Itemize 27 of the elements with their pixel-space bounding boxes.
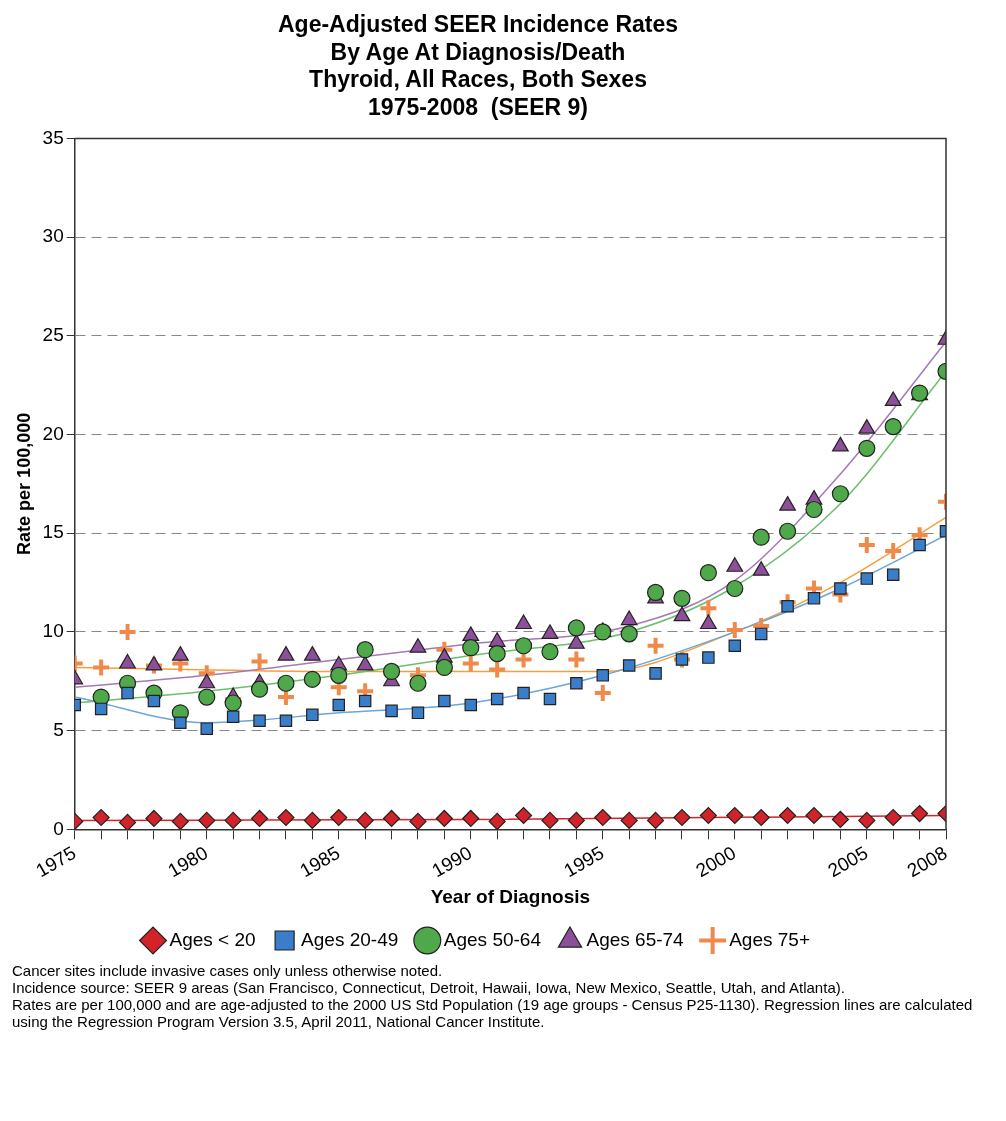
text: Cancer sites include invasive cases only unless otherwise noted. [12, 962, 444, 979]
x-tick-label: 1975 [32, 842, 80, 882]
x-tick-label: 2008 [903, 842, 951, 882]
x-tick-label: 1995 [560, 842, 608, 882]
x-tick-label: 1985 [296, 842, 344, 882]
y-tick-label: 0 [53, 817, 64, 839]
y-tick-label: 30 [42, 225, 64, 247]
x-tick-label: 1980 [164, 842, 212, 882]
x-tick-label: 2005 [824, 842, 872, 882]
y-tick-label: 25 [42, 324, 64, 346]
y-tick-label: 15 [42, 521, 64, 543]
x-tick-label: 2000 [692, 842, 740, 882]
legend-label: Ages 50-64 [443, 928, 542, 950]
y-tick-label: 10 [42, 620, 64, 642]
y-tick-label: 5 [53, 718, 64, 740]
legend-label: Ages 20-49 [301, 928, 399, 950]
legend-label: Ages 65-74 [586, 928, 685, 950]
y-tick-label: 35 [42, 126, 64, 148]
legend-label: Ages < 20 [169, 928, 256, 950]
legend-label: Ages 75+ [729, 928, 810, 950]
text: Rates are per 100,000 and are age-adjusted to the 2000 US Std Population (19 age groups - Census P25-1130). Regression lines are calculated using the Regression Program Version 3.5, April 2011, National Cancer Institute. [12, 996, 974, 1030]
x-axis-title: Year of Diagnosis [430, 885, 591, 907]
text: Incidence source: SEER 9 areas (San Francisco, Connecticut, Detroit, Hawaii, Iowa, New Mexico, Seattle, Utah, and Atlanta). [12, 979, 846, 996]
chart-title: Age-Adjusted SEER Incidence Rates By Age At Diagnosis/Death Thyroid, All Races, Both Sexes 1975-2008 (SEER 9) [277, 11, 679, 120]
y-axis-title: Rate per 100,000 [13, 412, 34, 555]
y-tick-label: 20 [42, 422, 64, 444]
x-tick-label: 1990 [428, 842, 476, 882]
